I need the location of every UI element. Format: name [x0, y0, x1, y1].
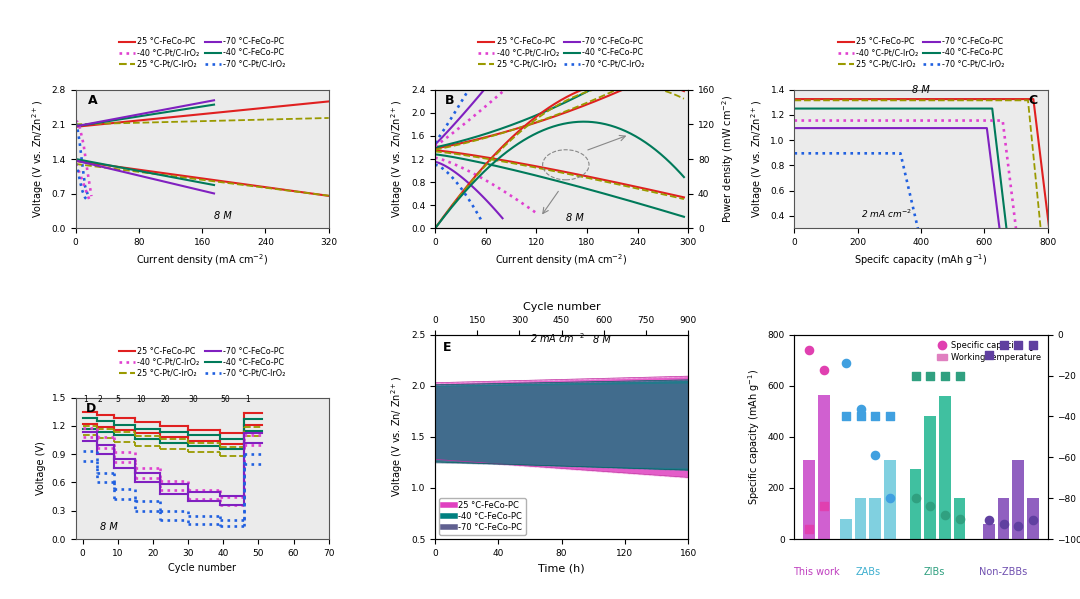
Point [921, 371, 939, 380]
Point [995, 519, 1012, 528]
Y-axis label: Voltage (V vs. Zn/ Zn$^{2+}$): Voltage (V vs. Zn/ Zn$^{2+}$) [390, 376, 405, 498]
Point [1024, 340, 1041, 350]
Bar [804, 460, 815, 539]
Point [852, 412, 869, 421]
Text: B: B [445, 94, 455, 107]
Text: A: A [89, 94, 98, 107]
Text: E: E [443, 341, 451, 354]
Bar [840, 519, 852, 539]
Text: 2 mA cm$^{-2}$: 2 mA cm$^{-2}$ [530, 331, 584, 345]
Text: 1: 1 [83, 395, 89, 404]
Point [815, 365, 833, 375]
Text: 8 M: 8 M [913, 86, 930, 95]
Text: 2 mA cm$^{-2}$: 2 mA cm$^{-2}$ [861, 208, 912, 220]
X-axis label: Time (h): Time (h) [538, 564, 585, 573]
Text: ZABs: ZABs [855, 567, 880, 577]
Point [950, 371, 968, 380]
Point [1010, 340, 1027, 350]
Point [837, 412, 854, 421]
Legend: 25 °C-FeCo-PC, -40 °C-Pt/C-IrO₂, 25 °C-Pt/C-IrO₂, -70 °C-FeCo-PC, -40 °C-FeCo-PC: 25 °C-FeCo-PC, -40 °C-Pt/C-IrO₂, 25 °C-P… [119, 347, 285, 378]
Point [936, 371, 954, 380]
Text: 20: 20 [161, 395, 171, 404]
Point [907, 371, 924, 380]
Text: 8 M: 8 M [566, 213, 583, 223]
Text: D: D [85, 402, 96, 415]
Bar [939, 396, 950, 539]
Text: 8 M: 8 M [593, 335, 611, 345]
Text: ZIBs: ZIBs [923, 567, 945, 577]
Bar [854, 498, 866, 539]
Legend: Specific capacity, Working temperature: Specific capacity, Working temperature [935, 339, 1043, 364]
Y-axis label: Voltage (V): Voltage (V) [36, 441, 46, 495]
Text: F: F [1029, 341, 1038, 354]
Point [837, 358, 854, 368]
Text: 5: 5 [114, 395, 120, 404]
Bar [1027, 498, 1039, 539]
Text: Non-ZBBs: Non-ZBBs [980, 567, 1028, 577]
Bar [954, 498, 966, 539]
Y-axis label: Voltage (V vs. Zn/Zn$^{2+}$): Voltage (V vs. Zn/Zn$^{2+}$) [390, 100, 405, 218]
Bar [869, 498, 881, 539]
Point [981, 515, 998, 525]
Bar [909, 469, 921, 539]
Text: 8 M: 8 M [214, 211, 232, 222]
Legend: 25 °C-FeCo-PC, -40 °C-FeCo-PC, -70 °C-FeCo-PC: 25 °C-FeCo-PC, -40 °C-FeCo-PC, -70 °C-Fe… [440, 498, 526, 535]
Point [907, 494, 924, 503]
Point [881, 412, 899, 421]
Point [995, 340, 1012, 350]
Point [800, 524, 818, 534]
X-axis label: Current density (mA cm$^{-2}$): Current density (mA cm$^{-2}$) [496, 253, 627, 268]
Legend: 25 °C-FeCo-PC, -40 °C-Pt/C-IrO₂, 25 °C-Pt/C-IrO₂, -70 °C-FeCo-PC, -40 °C-FeCo-PC: 25 °C-FeCo-PC, -40 °C-Pt/C-IrO₂, 25 °C-P… [478, 37, 645, 68]
Y-axis label: Specific capacity (mAh g$^{-1}$): Specific capacity (mAh g$^{-1}$) [746, 369, 762, 505]
X-axis label: Specifc capacity (mAh g$^{-1}$): Specifc capacity (mAh g$^{-1}$) [854, 253, 988, 268]
X-axis label: Current density (mA cm$^{-2}$): Current density (mA cm$^{-2}$) [136, 253, 268, 268]
Bar [983, 524, 995, 539]
Bar [998, 498, 1010, 539]
Text: This work: This work [793, 567, 840, 577]
Point [866, 450, 883, 459]
Text: C: C [1028, 94, 1038, 107]
Point [936, 510, 954, 519]
Y-axis label: Voltage (V vs. Zn/Zn$^{2+}$): Voltage (V vs. Zn/Zn$^{2+}$) [750, 100, 765, 218]
Text: 50: 50 [220, 395, 230, 404]
Legend: 25 °C-FeCo-PC, -40 °C-Pt/C-IrO₂, 25 °C-Pt/C-IrO₂, -70 °C-FeCo-PC, -40 °C-FeCo-PC: 25 °C-FeCo-PC, -40 °C-Pt/C-IrO₂, 25 °C-P… [119, 37, 285, 68]
Point [1024, 515, 1041, 525]
Bar [885, 460, 895, 539]
Point [866, 412, 883, 421]
X-axis label: Cycle number: Cycle number [523, 302, 600, 313]
Point [921, 501, 939, 511]
Point [1010, 522, 1027, 531]
Text: 1: 1 [245, 395, 249, 404]
Point [881, 494, 899, 503]
Point [950, 514, 968, 524]
X-axis label: Cycle number: Cycle number [168, 564, 237, 573]
Point [800, 345, 818, 355]
Text: 2: 2 [97, 395, 103, 404]
Point [815, 501, 833, 511]
Bar [1012, 460, 1024, 539]
Text: 10: 10 [136, 395, 146, 404]
Text: 30: 30 [189, 395, 199, 404]
Text: 8 M: 8 M [100, 522, 118, 532]
Bar [818, 395, 829, 539]
Point [852, 404, 869, 413]
Y-axis label: Voltage (V vs. Zn/Zn$^{2+}$): Voltage (V vs. Zn/Zn$^{2+}$) [30, 100, 46, 218]
Legend: 25 °C-FeCo-PC, -40 °C-Pt/C-IrO₂, 25 °C-Pt/C-IrO₂, -70 °C-FeCo-PC, -40 °C-FeCo-PC: 25 °C-FeCo-PC, -40 °C-Pt/C-IrO₂, 25 °C-P… [838, 37, 1004, 68]
Y-axis label: Power density (mW cm$^{-2}$): Power density (mW cm$^{-2}$) [720, 95, 737, 223]
Bar [924, 416, 936, 539]
Point [981, 350, 998, 360]
